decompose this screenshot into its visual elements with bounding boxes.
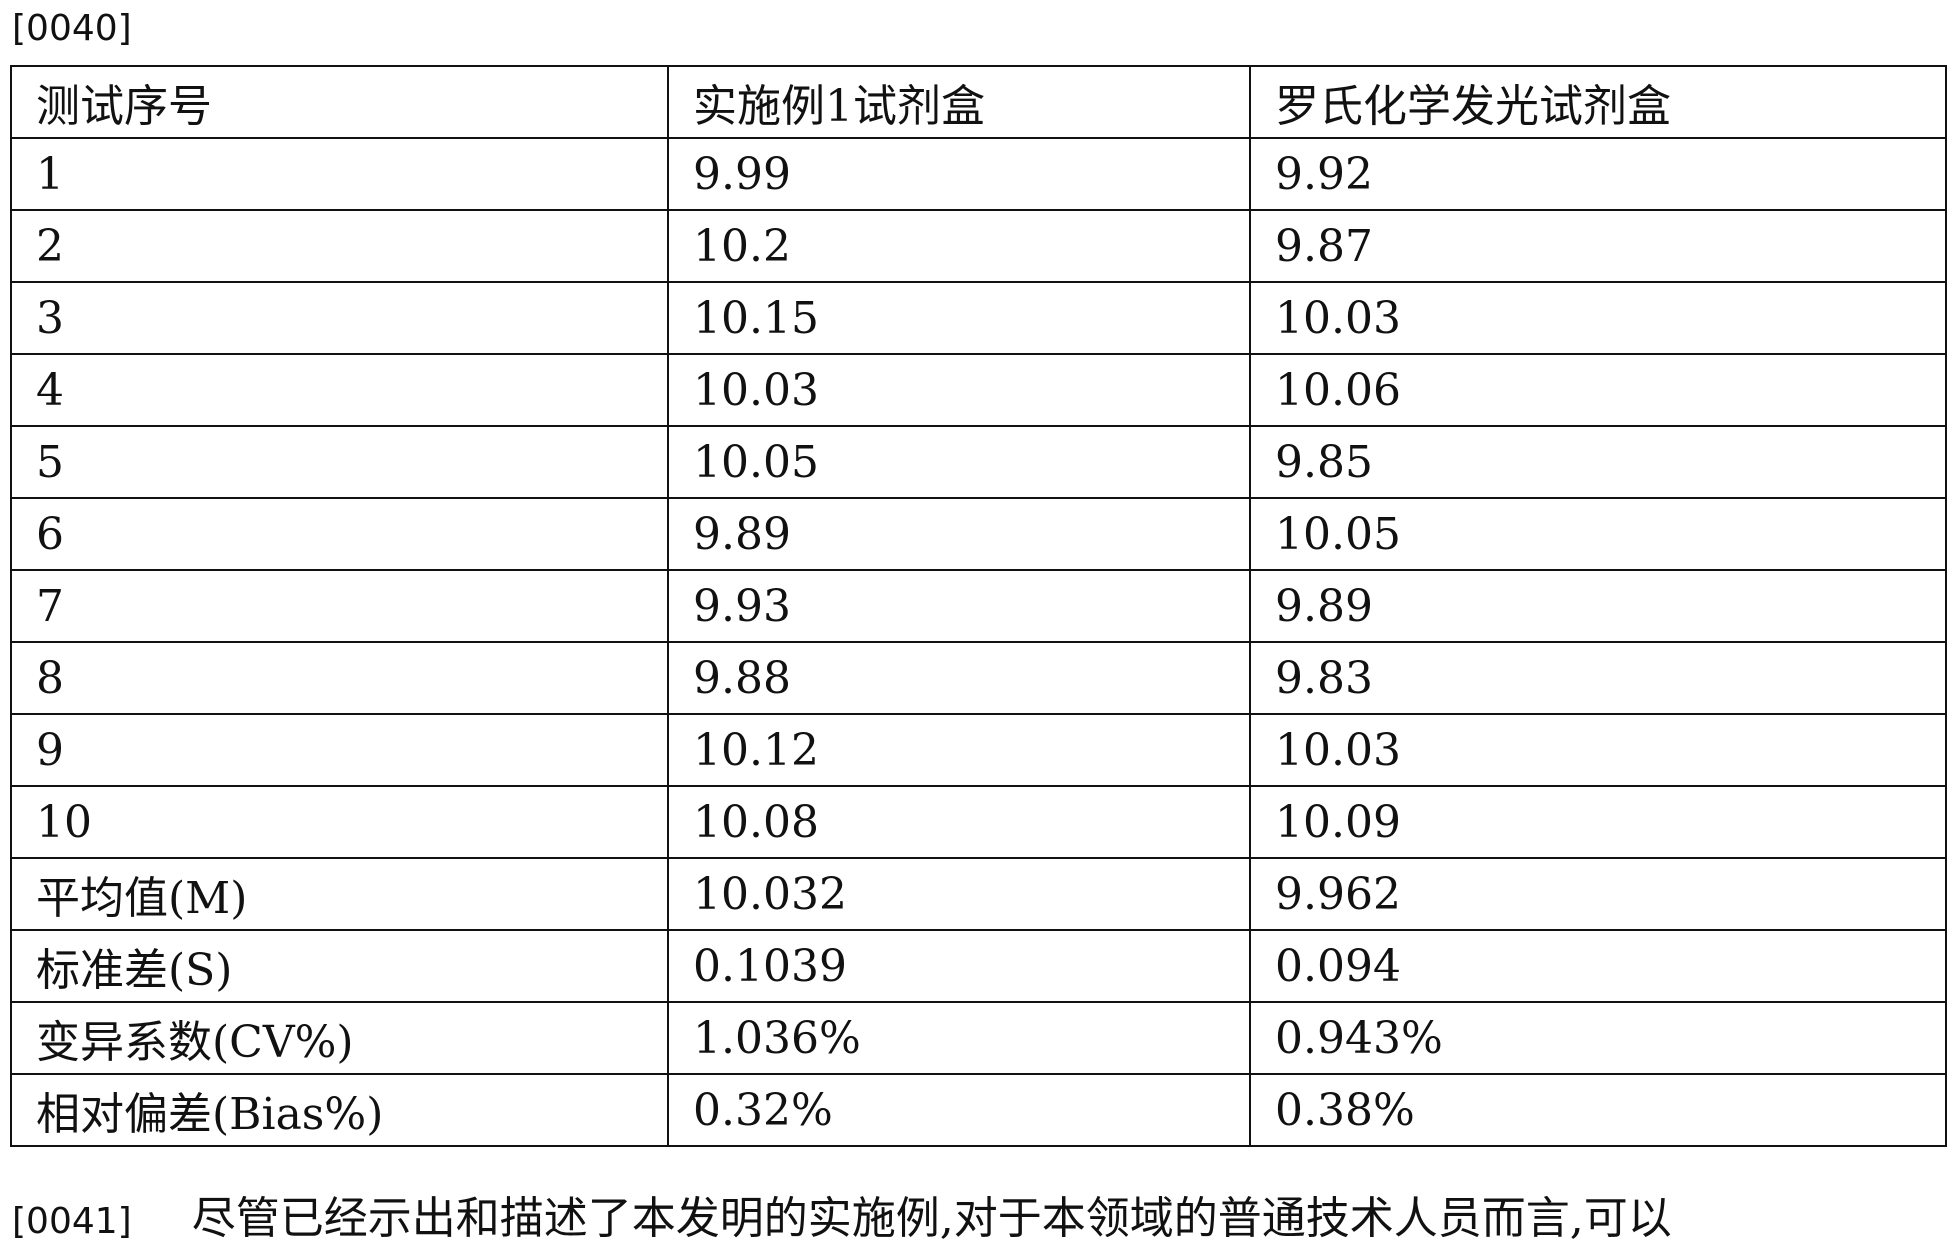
table-cell: 相对偏差(Bias%): [11, 1074, 668, 1146]
table-cell: 1: [11, 138, 668, 210]
table-cell: 测试序号: [11, 66, 668, 138]
table-cell: 10.12: [668, 714, 1250, 786]
table-cell: 0.1039: [668, 930, 1250, 1002]
table-row: 89.889.83: [11, 642, 1946, 714]
paragraph: [0041] 尽管已经示出和描述了本发明的实施例,对于本领域的普通技术人员而言,可…: [12, 1182, 1672, 1246]
table-cell: 变异系数(CV%): [11, 1002, 668, 1074]
table-cell: 0.32%: [668, 1074, 1250, 1146]
table-cell: 9.89: [668, 498, 1250, 570]
table-cell: 9.92: [1250, 138, 1946, 210]
table-cell: 10.05: [1250, 498, 1946, 570]
table-cell: 0.094: [1250, 930, 1946, 1002]
table-row: 79.939.89: [11, 570, 1946, 642]
table-cell: 10.05: [668, 426, 1250, 498]
table-cell: 10.03: [1250, 714, 1946, 786]
table-cell: 5: [11, 426, 668, 498]
table-row: 相对偏差(Bias%)0.32%0.38%: [11, 1074, 1946, 1146]
table-row: 1010.0810.09: [11, 786, 1946, 858]
table-cell: 0.943%: [1250, 1002, 1946, 1074]
table-cell: 9.962: [1250, 858, 1946, 930]
table-cell: 7: [11, 570, 668, 642]
table-cell: 9.87: [1250, 210, 1946, 282]
table-row: 410.0310.06: [11, 354, 1946, 426]
table-row: 69.8910.05: [11, 498, 1946, 570]
table-cell: 10.09: [1250, 786, 1946, 858]
table-cell: 10.15: [668, 282, 1250, 354]
table-cell: 标准差(S): [11, 930, 668, 1002]
table-cell: 9.93: [668, 570, 1250, 642]
table-row: 310.1510.03: [11, 282, 1946, 354]
table-cell: 3: [11, 282, 668, 354]
table-cell: 10.032: [668, 858, 1250, 930]
table-cell: 2: [11, 210, 668, 282]
table-cell: 8: [11, 642, 668, 714]
table-row: 910.1210.03: [11, 714, 1946, 786]
table-cell: 9.88: [668, 642, 1250, 714]
paragraph-label: [0040]: [12, 8, 132, 49]
table-cell: 10.03: [1250, 282, 1946, 354]
table-cell: 9.99: [668, 138, 1250, 210]
table-cell: 10.08: [668, 786, 1250, 858]
table-row: 平均值(M)10.0329.962: [11, 858, 1946, 930]
data-table: 测试序号实施例1试剂盒罗氏化学发光试剂盒19.999.92210.29.8731…: [10, 65, 1947, 1147]
table-row: 210.29.87: [11, 210, 1946, 282]
table-cell: 9.85: [1250, 426, 1946, 498]
table-cell: 罗氏化学发光试剂盒: [1250, 66, 1946, 138]
table-cell: 平均值(M): [11, 858, 668, 930]
table-cell: 9.83: [1250, 642, 1946, 714]
table-cell: 10: [11, 786, 668, 858]
table-cell: 4: [11, 354, 668, 426]
table-row: 510.059.85: [11, 426, 1946, 498]
table-row: 19.999.92: [11, 138, 1946, 210]
header-row: 测试序号实施例1试剂盒罗氏化学发光试剂盒: [11, 66, 1946, 138]
paragraph-label: [0041]: [12, 1201, 132, 1242]
table-cell: 10.03: [668, 354, 1250, 426]
table-cell: 10.06: [1250, 354, 1946, 426]
table-cell: 9.89: [1250, 570, 1946, 642]
table-cell: 9: [11, 714, 668, 786]
table-cell: 6: [11, 498, 668, 570]
table-cell: 0.38%: [1250, 1074, 1946, 1146]
table-cell: 实施例1试剂盒: [668, 66, 1250, 138]
table-row: 变异系数(CV%)1.036%0.943%: [11, 1002, 1946, 1074]
paragraph-text: 尽管已经示出和描述了本发明的实施例,对于本领域的普通技术人员而言,可以: [192, 1193, 1672, 1244]
table-cell: 10.2: [668, 210, 1250, 282]
table-cell: 1.036%: [668, 1002, 1250, 1074]
table-row: 标准差(S)0.10390.094: [11, 930, 1946, 1002]
